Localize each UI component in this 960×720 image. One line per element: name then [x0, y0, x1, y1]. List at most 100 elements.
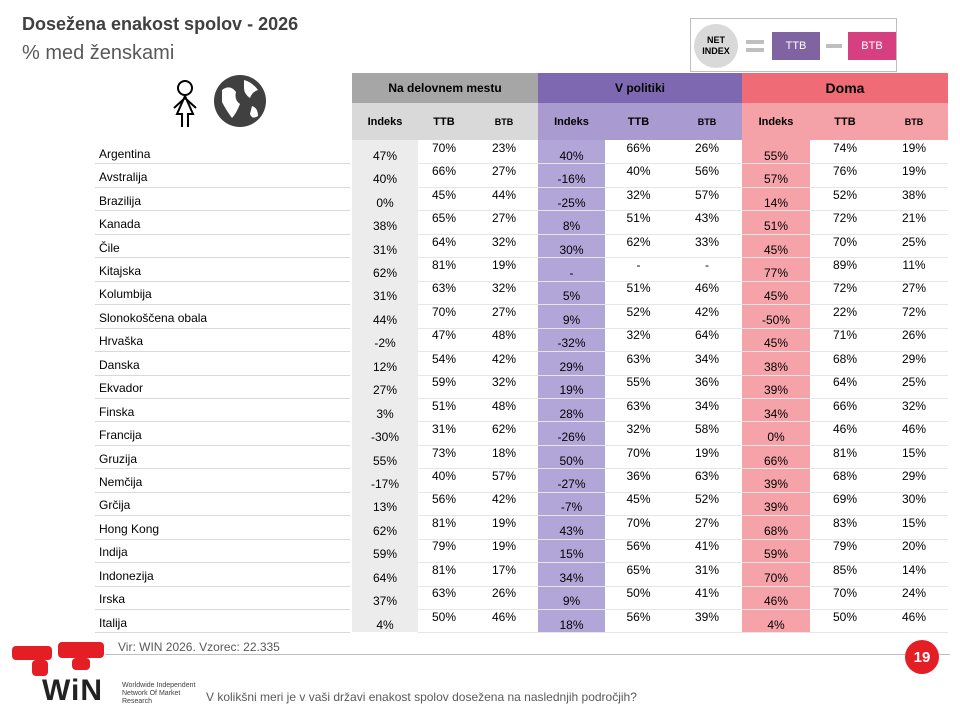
cell: 89% — [832, 257, 858, 272]
cell: 26% — [694, 140, 720, 155]
cell: 66% — [626, 140, 651, 155]
cell: 62% — [372, 265, 398, 280]
legend-btb: BTB — [848, 32, 896, 60]
cell: 76% — [832, 164, 858, 179]
cell: 59% — [372, 547, 398, 562]
cell: 18% — [559, 617, 584, 632]
cell: 39% — [763, 477, 789, 492]
cell: 41% — [694, 586, 720, 601]
column-header-bg — [352, 103, 538, 140]
cell: 46% — [901, 422, 927, 437]
cell: 25% — [901, 375, 927, 390]
row-rule — [95, 491, 350, 493]
cell: 29% — [901, 469, 927, 484]
cell: 15% — [901, 515, 927, 530]
column-header: TTB — [627, 115, 650, 128]
cell: 62% — [372, 523, 398, 538]
cell: 56% — [694, 164, 720, 179]
legend-ttb: TTB — [772, 32, 820, 60]
row-rule — [95, 257, 350, 259]
row-rule — [418, 304, 948, 306]
cell: 20% — [901, 539, 927, 554]
cell: 64% — [431, 234, 457, 249]
cell: 55% — [372, 453, 398, 468]
cell: 44% — [491, 187, 517, 202]
cell: 45% — [763, 242, 789, 257]
index-column — [538, 140, 605, 633]
row-rule — [418, 397, 948, 399]
cell: 45% — [763, 289, 789, 304]
cell: 83% — [832, 515, 858, 530]
cell: 46% — [832, 422, 858, 437]
cell: 33% — [694, 234, 720, 249]
row-rule — [95, 327, 350, 329]
cell: 51% — [763, 219, 789, 234]
cell: 0% — [376, 195, 394, 210]
cell: 37% — [372, 594, 398, 609]
cell: - — [705, 257, 709, 272]
group-header: Doma — [742, 73, 948, 103]
cell: -30% — [370, 430, 399, 445]
cell: 64% — [694, 328, 720, 343]
cell: 85% — [832, 562, 858, 577]
cell: 79% — [832, 539, 858, 554]
index-column — [352, 140, 418, 633]
cell: - — [569, 265, 574, 280]
cell: 48% — [491, 328, 517, 343]
cell: 70% — [626, 445, 651, 460]
cell: 65% — [431, 211, 457, 226]
cell: 42% — [491, 492, 517, 507]
cell: 23% — [491, 140, 517, 155]
cell: 32% — [901, 398, 927, 413]
cell: 34% — [694, 351, 720, 366]
cell: 70% — [763, 570, 789, 585]
cell: 27% — [491, 211, 517, 226]
cell: 70% — [431, 304, 457, 319]
cell: 52% — [832, 187, 858, 202]
cell: 57% — [694, 187, 720, 202]
cell: 0% — [767, 430, 785, 445]
cell: 79% — [431, 539, 457, 554]
cell: 50% — [626, 586, 651, 601]
cell: 57% — [763, 172, 789, 187]
cell: 19% — [491, 539, 517, 554]
cell: 14% — [901, 562, 927, 577]
country: Hong Kong — [99, 521, 160, 536]
row-rule — [95, 351, 350, 353]
cell: 40% — [626, 164, 651, 179]
cell: 27% — [491, 304, 517, 319]
row-rule — [95, 280, 350, 282]
cell: 36% — [626, 469, 651, 484]
row-rule — [95, 233, 350, 235]
row-rule — [95, 585, 350, 587]
cell: 28% — [559, 406, 584, 421]
cell: 43% — [559, 523, 584, 538]
cell: 59% — [763, 547, 789, 562]
logo: WiN — [42, 674, 104, 707]
equals-bottom — [746, 48, 764, 52]
cell: 70% — [431, 140, 457, 155]
cell: 56% — [626, 539, 651, 554]
row-rule — [418, 210, 948, 212]
row-rule — [418, 491, 948, 493]
cell: 46% — [763, 594, 789, 609]
cell: 9% — [562, 312, 581, 327]
cell: 27% — [694, 515, 720, 530]
cell: 30% — [901, 492, 927, 507]
cell: 25% — [901, 234, 927, 249]
logo-map — [12, 642, 104, 676]
row-rule — [95, 515, 350, 517]
cell: 3% — [376, 406, 394, 421]
index-column — [742, 140, 810, 633]
cell: 52% — [694, 492, 720, 507]
cell: 51% — [626, 281, 651, 296]
cell: 19% — [901, 164, 927, 179]
cell: 65% — [626, 562, 651, 577]
cell: 24% — [901, 586, 927, 601]
row-rule — [418, 609, 948, 610]
row-rule — [418, 632, 948, 634]
cell: 81% — [832, 445, 858, 460]
row-rule — [95, 444, 350, 446]
country: Francija — [99, 428, 142, 443]
